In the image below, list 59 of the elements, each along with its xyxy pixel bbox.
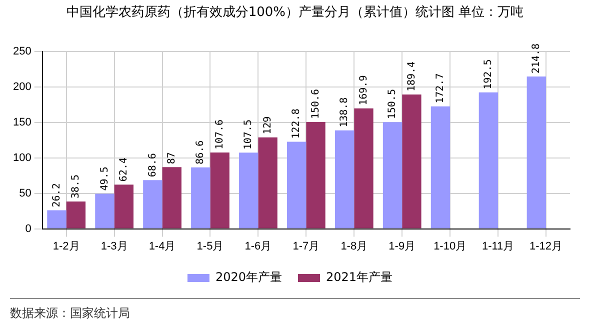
bar — [95, 194, 114, 228]
bar — [162, 167, 182, 228]
bar — [354, 108, 374, 228]
data-label: 129 — [262, 116, 274, 134]
x-tick-label: 1-6月 — [244, 240, 272, 252]
bar — [143, 180, 162, 228]
legend-label: 2020年产量 — [215, 270, 282, 284]
data-label: 150.5 — [387, 89, 398, 120]
bar — [306, 122, 326, 228]
y-tick-label: 0 — [25, 222, 32, 235]
x-tick-label: 1-12月 — [530, 240, 563, 252]
data-label: 62.4 — [118, 157, 130, 182]
data-label: 38.5 — [70, 174, 82, 199]
source-note: 数据来源：国家统计局 — [10, 306, 130, 320]
bar — [114, 184, 134, 228]
y-tick-label: 150 — [12, 116, 32, 129]
data-label: 49.5 — [99, 166, 110, 191]
bar — [258, 137, 278, 228]
chart-title: 中国化学农药原药（折有效成分100%）产量分月（累计值）统计图 单位：万吨 — [65, 4, 525, 22]
data-label: 122.8 — [291, 108, 302, 139]
data-label: 214.8 — [531, 43, 542, 74]
data-label: 86.6 — [195, 140, 206, 164]
x-tick-label: 1-7月 — [292, 240, 320, 252]
x-tick-label: 1-10月 — [434, 240, 467, 252]
x-tick-label: 1-3月 — [100, 240, 128, 252]
data-label: 107.5 — [243, 119, 254, 150]
bar — [430, 106, 450, 228]
x-tick-label: 1-5月 — [196, 240, 224, 252]
bar — [402, 94, 422, 228]
x-tick-label: 1-9月 — [388, 240, 416, 252]
bar — [526, 76, 546, 228]
data-label: 192.5 — [483, 59, 494, 90]
bar — [191, 167, 210, 228]
data-label: 138.8 — [339, 97, 350, 128]
x-tick-label: 1-8月 — [340, 240, 368, 252]
bar — [334, 130, 354, 228]
data-label: 107.6 — [214, 119, 226, 150]
data-label: 26.2 — [51, 183, 62, 208]
data-label: 150.6 — [310, 88, 322, 120]
legend-label: 2021年产量 — [326, 270, 393, 284]
bar — [286, 142, 306, 228]
bar — [66, 202, 86, 228]
y-tick-label: 50 — [19, 187, 32, 200]
y-tick-label: 200 — [12, 81, 32, 94]
data-label: 189.4 — [406, 61, 418, 92]
bar — [47, 210, 66, 228]
y-tick-label: 250 — [12, 46, 32, 58]
x-tick-label: 1-11月 — [482, 240, 514, 252]
bar — [478, 92, 498, 228]
bar — [210, 152, 230, 228]
bar — [239, 152, 258, 228]
x-tick-label: 1-4月 — [148, 240, 176, 252]
data-label: 87 — [166, 152, 178, 164]
data-label: 172.7 — [435, 73, 446, 104]
data-label: 169.9 — [358, 75, 370, 106]
data-label: 68.6 — [147, 153, 158, 178]
bar — [382, 122, 402, 228]
y-tick-label: 100 — [12, 152, 32, 164]
x-tick-label: 1-2月 — [52, 240, 80, 252]
